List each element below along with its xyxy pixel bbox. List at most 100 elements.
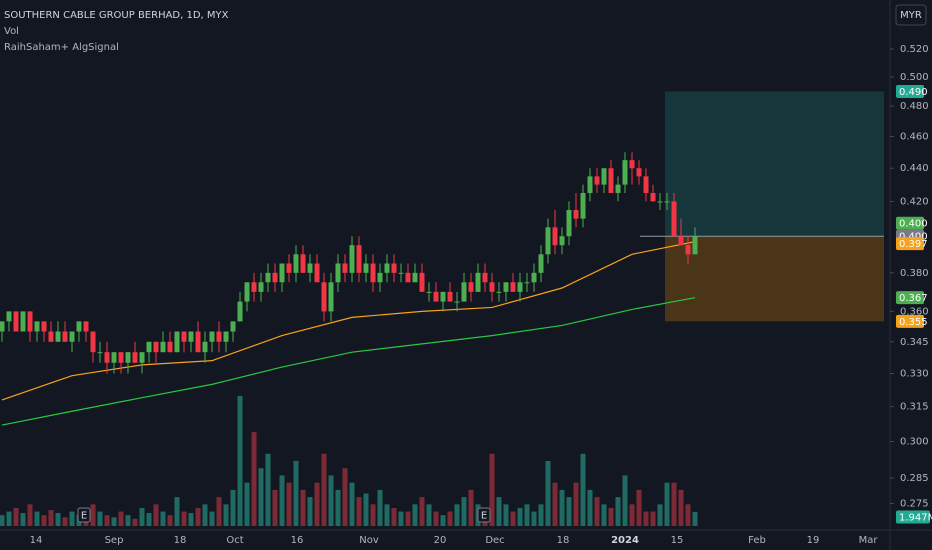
candle-body [321, 282, 327, 312]
candle-body [174, 331, 180, 353]
candle-body [391, 263, 397, 273]
volume-bar [6, 511, 12, 526]
volume-bar [174, 497, 180, 526]
volume-bar [692, 511, 698, 526]
candle-body [426, 291, 432, 293]
volume-bar [265, 453, 271, 526]
indicator-label: Vol [4, 26, 19, 37]
volume-bar [160, 511, 166, 526]
candle-body [55, 331, 61, 342]
volume-bar [181, 511, 187, 526]
volume-bar [517, 507, 523, 526]
candle-body [279, 263, 285, 283]
volume-bar [34, 511, 40, 526]
candle-body [265, 272, 271, 283]
candle-body [517, 282, 523, 292]
y-tick-label: 0.420 [900, 196, 929, 207]
price-badge [896, 237, 924, 251]
x-tick-label: Mar [859, 535, 879, 546]
volume-bar [251, 432, 257, 526]
candle-body [223, 331, 229, 342]
candle-body [195, 331, 201, 353]
event-marker [477, 507, 491, 523]
y-tick-label: 0.500 [900, 72, 929, 83]
volume-bar [594, 497, 600, 526]
volume-bar [524, 504, 530, 526]
volume-bar [90, 504, 96, 526]
volume-bar [566, 497, 572, 526]
candle-body [650, 192, 656, 202]
indicator-label: RaihSaham+ AlgSignal [4, 42, 119, 53]
volume-bar [580, 453, 586, 526]
candle-body [153, 341, 159, 353]
candle-body [622, 160, 628, 185]
volume-bar [27, 504, 33, 526]
price-badge [896, 510, 930, 524]
candle-body [41, 321, 47, 332]
candle-body [573, 209, 579, 219]
candle-body [13, 311, 19, 332]
candle-body [489, 282, 495, 292]
candle-body [678, 236, 684, 246]
currency-button[interactable] [895, 4, 927, 26]
x-tick-label: Feb [748, 535, 766, 546]
price-badge-label: 0.397 [899, 239, 928, 250]
volume-bar [664, 482, 670, 526]
x-tick-label: Oct [226, 535, 243, 546]
volume-bar [55, 513, 61, 526]
candle-body [300, 254, 306, 273]
candle-body [111, 352, 117, 363]
volume-bar [643, 511, 649, 526]
volume-bar [489, 453, 495, 526]
candle-body [384, 263, 390, 273]
volume-bar [370, 504, 376, 526]
price-badge-label: 0.355 [899, 317, 928, 328]
volume-bar [216, 497, 222, 526]
price-badge-label: 0.367 [899, 293, 928, 304]
event-label: E [81, 511, 87, 522]
candle-body [447, 291, 453, 302]
volume-bar [41, 515, 47, 526]
candle-body [104, 352, 110, 363]
candle-body [692, 236, 698, 255]
volume-bar [440, 515, 446, 526]
candle-body [139, 352, 145, 363]
volume-bar [223, 504, 229, 526]
price-badge-label: 0.490 [899, 87, 928, 98]
chart-title: SOUTHERN CABLE GROUP BERHAD, 1D, MYX [4, 10, 229, 21]
candle-body [363, 263, 369, 273]
candle-body [510, 282, 516, 292]
candle-body [636, 168, 642, 177]
y-tick-label: 0.285 [900, 473, 929, 484]
volume-bar [321, 453, 327, 526]
volume-bar [384, 504, 390, 526]
candle-body [146, 341, 152, 353]
volume-bar [209, 511, 215, 526]
volume-bar [538, 504, 544, 526]
candle-body [412, 272, 418, 283]
candle-body [335, 263, 341, 283]
volume-bar [622, 475, 628, 526]
volume-bar [671, 482, 677, 526]
volume-bar [188, 513, 194, 526]
volume-bar [559, 489, 565, 526]
currency-label[interactable]: MYR [900, 10, 922, 21]
volume-bar [398, 511, 404, 526]
candle-body [398, 272, 404, 274]
candle-body [559, 236, 565, 246]
candle-body [167, 341, 173, 353]
volume-bar [454, 504, 460, 526]
candle-body [503, 282, 509, 292]
y-tick-label: 0.300 [900, 436, 929, 447]
stop-zone [665, 236, 884, 322]
volume-bar [349, 482, 355, 526]
y-tick-label: 0.315 [900, 402, 929, 413]
event-label: E [481, 511, 487, 522]
volume-bar [685, 504, 691, 526]
candle-body [328, 282, 334, 312]
candle-body [314, 263, 320, 283]
y-tick-label: 0.330 [900, 368, 929, 379]
volume-bar [503, 504, 509, 526]
volume-bar [510, 511, 516, 526]
